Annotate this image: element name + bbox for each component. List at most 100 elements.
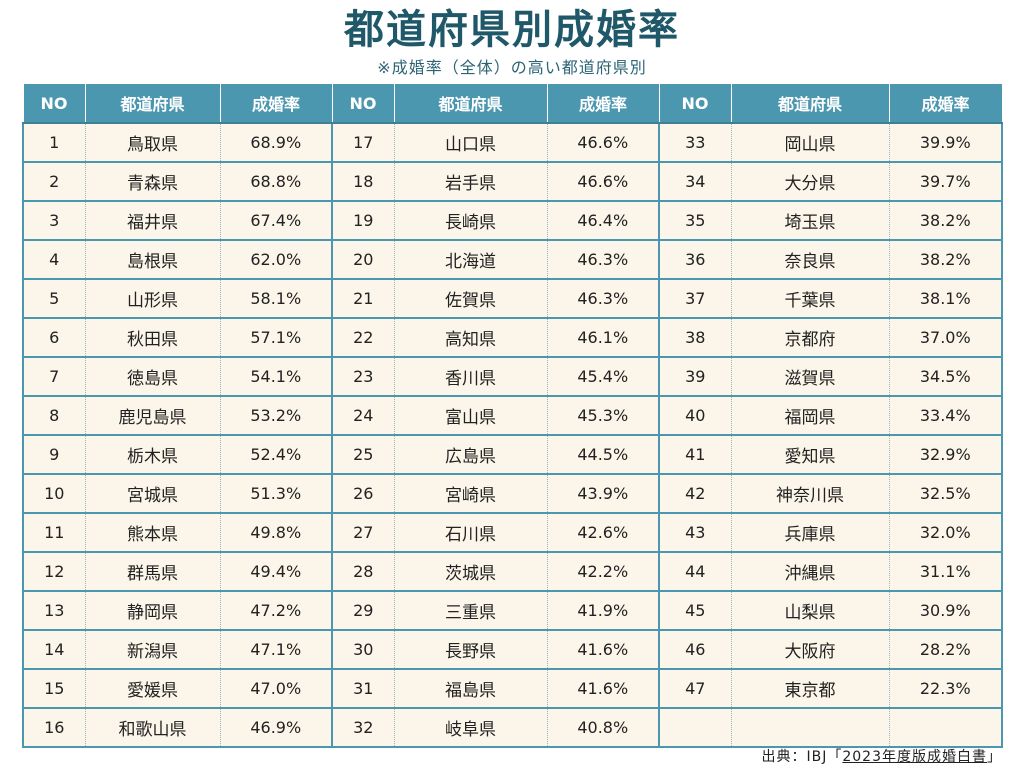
rank-number-cell: 44 [658,552,732,592]
header-no: NO [658,83,732,124]
rank-number-cell: 8 [22,396,86,436]
rate-cell: 40.8% [547,708,660,748]
rank-number-cell: 47 [658,669,732,709]
prefecture-cell: 高知県 [394,318,548,358]
rate-cell: 46.1% [547,318,660,358]
rank-number-cell: 35 [658,201,732,241]
prefecture-cell: 山口県 [394,123,548,163]
rate-cell: 49.4% [220,552,333,592]
rate-cell: 62.0% [220,240,333,280]
source-link[interactable]: 2023年度版成婚白書 [842,749,987,765]
rank-number-cell: 21 [331,279,395,319]
rate-cell: 32.5% [889,474,1003,514]
prefecture-cell: 秋田県 [85,318,221,358]
rate-cell: 44.5% [547,435,660,475]
prefecture-cell: 福島県 [394,669,548,709]
prefecture-cell: 大阪府 [731,630,890,670]
rate-cell: 45.3% [547,396,660,436]
rate-cell: 34.5% [889,357,1003,397]
rate-cell: 41.6% [547,669,660,709]
rate-cell: 54.1% [220,357,333,397]
rank-number-cell: 29 [331,591,395,631]
rank-number-cell: 12 [22,552,86,592]
rate-cell: 41.9% [547,591,660,631]
rank-number-cell: 34 [658,162,732,202]
prefecture-cell: 神奈川県 [731,474,890,514]
prefecture-cell: 大分県 [731,162,890,202]
prefecture-cell: 滋賀県 [731,357,890,397]
prefecture-cell: 群馬県 [85,552,221,592]
rank-number-cell: 25 [331,435,395,475]
rank-number-cell: 4 [22,240,86,280]
rank-number-cell: 38 [658,318,732,358]
table-row: 2 青森県 68.8% 18 岩手県 46.6% 34 大分県 39.7% [22,162,1003,202]
table-row: 6 秋田県 57.1% 22 高知県 46.1% 38 京都府 37.0% [22,318,1003,358]
table-row: 8 鹿児島県 53.2% 24 富山県 45.3% 40 福岡県 33.4% [22,396,1003,436]
table-row: 1 鳥取県 68.9% 17 山口県 46.6% 33 岡山県 39.9% [22,123,1003,163]
rate-cell: 42.6% [547,513,660,553]
rank-number-cell: 30 [331,630,395,670]
prefecture-cell: 鹿児島県 [85,396,221,436]
rank-number-cell: 6 [22,318,86,358]
rate-cell: 46.9% [220,708,333,748]
rank-number-cell: 22 [331,318,395,358]
prefecture-cell: 石川県 [394,513,548,553]
rate-cell: 37.0% [889,318,1003,358]
prefecture-cell: 栃木県 [85,435,221,475]
rate-cell: 45.4% [547,357,660,397]
rank-number-cell: 33 [658,123,732,163]
rank-number-cell: 37 [658,279,732,319]
rank-number-cell: 24 [331,396,395,436]
rank-number-cell: 11 [22,513,86,553]
prefecture-cell: 鳥取県 [85,123,221,163]
rate-cell: 32.0% [889,513,1003,553]
rank-number-cell: 19 [331,201,395,241]
table-row: 10 宮城県 51.3% 26 宮崎県 43.9% 42 神奈川県 32.5% [22,474,1003,514]
marriage-rate-table: NO 都道府県 成婚率 NO 都道府県 成婚率 NO 都道府県 成婚率 1 鳥取県… [22,83,1003,748]
rate-cell: 46.4% [547,201,660,241]
prefecture-cell: 岩手県 [394,162,548,202]
table-row: 13 静岡県 47.2% 29 三重県 41.9% 45 山梨県 30.9% [22,591,1003,631]
prefecture-cell: 福井県 [85,201,221,241]
prefecture-cell: 佐賀県 [394,279,548,319]
rate-cell: 42.2% [547,552,660,592]
header-rate: 成婚率 [546,83,660,124]
rank-number-cell: 5 [22,279,86,319]
prefecture-cell: 沖縄県 [731,552,890,592]
prefecture-cell: 青森県 [85,162,221,202]
prefecture-cell: 岐阜県 [394,708,548,748]
rank-number-cell: 15 [22,669,86,709]
rank-number-cell: 42 [658,474,732,514]
prefecture-cell: 北海道 [394,240,548,280]
rank-number-cell: 28 [331,552,395,592]
header-rate: 成婚率 [888,83,1003,124]
rate-cell: 47.0% [220,669,333,709]
rate-cell: 43.9% [547,474,660,514]
prefecture-cell: 静岡県 [85,591,221,631]
prefecture-cell: 香川県 [394,357,548,397]
prefecture-cell: 山形県 [85,279,221,319]
header-prefecture: 都道府県 [393,83,548,124]
prefecture-cell: 山梨県 [731,591,890,631]
rank-number-cell: 43 [658,513,732,553]
prefecture-cell: 広島県 [394,435,548,475]
rank-number-cell: 31 [331,669,395,709]
rate-cell: 51.3% [220,474,333,514]
prefecture-cell: 徳島県 [85,357,221,397]
table-row: 9 栃木県 52.4% 25 広島県 44.5% 41 愛知県 32.9% [22,435,1003,475]
table-row: 5 山形県 58.1% 21 佐賀県 46.3% 37 千葉県 38.1% [22,279,1003,319]
rank-number-cell: 18 [331,162,395,202]
table-row: 12 群馬県 49.4% 28 茨城県 42.2% 44 沖縄県 31.1% [22,552,1003,592]
prefecture-cell: 新潟県 [85,630,221,670]
rank-number-cell: 27 [331,513,395,553]
table-row: 14 新潟県 47.1% 30 長野県 41.6% 46 大阪府 28.2% [22,630,1003,670]
header-rate: 成婚率 [219,83,333,124]
rank-number-cell: 10 [22,474,86,514]
table-body: 1 鳥取県 68.9% 17 山口県 46.6% 33 岡山県 39.9% 2 青森県 68.8% 18… [22,123,1003,748]
rank-number-cell: 36 [658,240,732,280]
rate-cell: 46.3% [547,240,660,280]
rank-number-cell: 17 [331,123,395,163]
rank-number-cell: 40 [658,396,732,436]
table-row: 4 島根県 62.0% 20 北海道 46.3% 36 奈良県 38.2% [22,240,1003,280]
prefecture-cell: 兵庫県 [731,513,890,553]
